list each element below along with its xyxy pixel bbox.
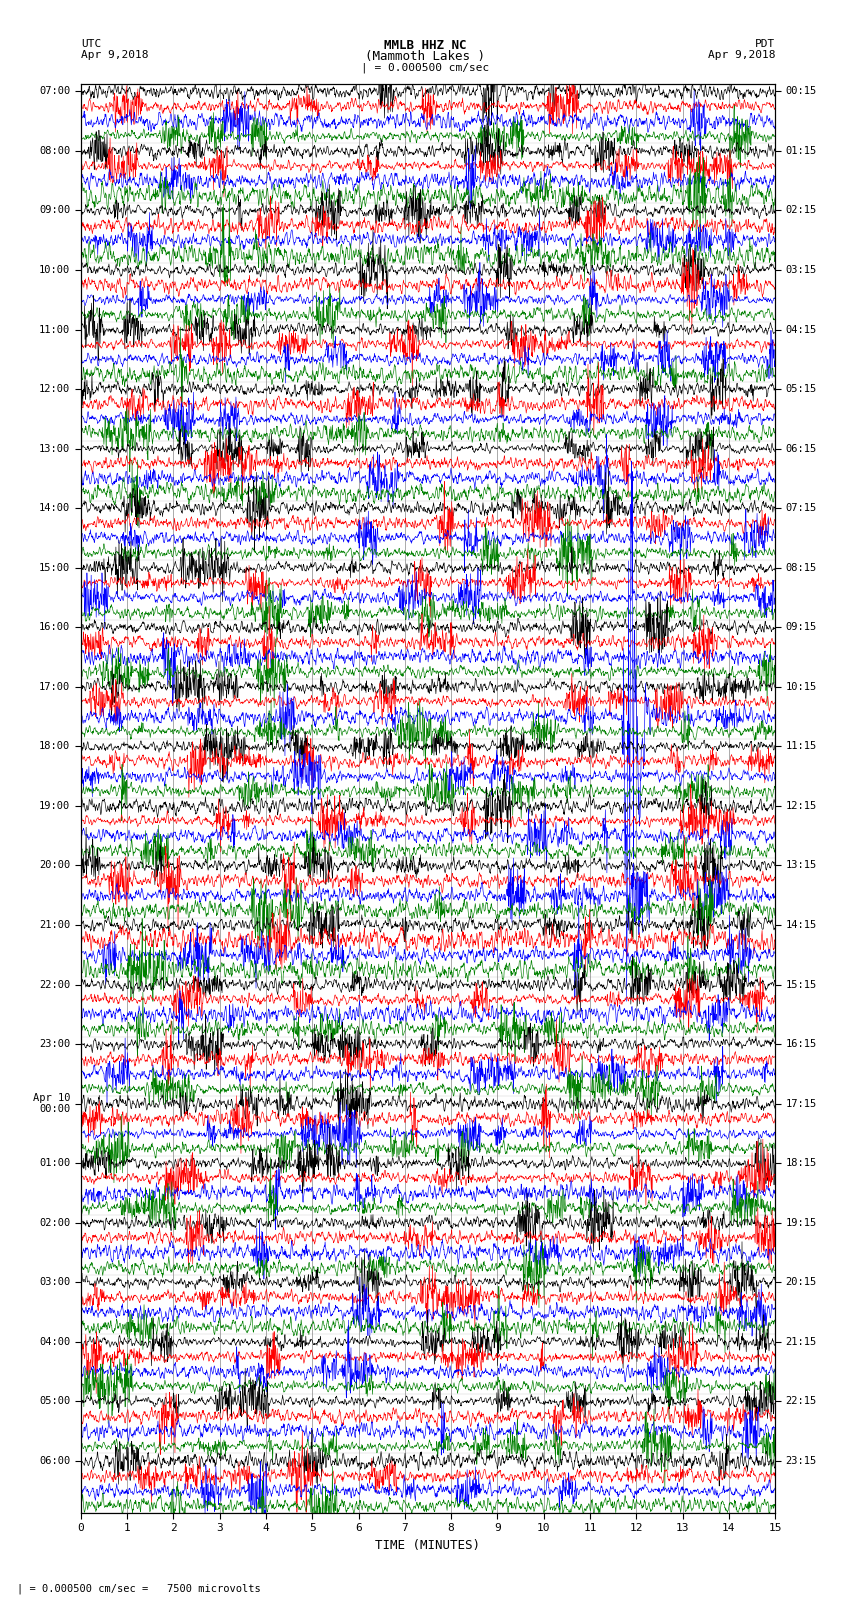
Text: MMLB HHZ NC: MMLB HHZ NC [383,39,467,52]
Text: (Mammoth Lakes ): (Mammoth Lakes ) [365,50,485,63]
X-axis label: TIME (MINUTES): TIME (MINUTES) [376,1539,480,1552]
Text: | = 0.000500 cm/sec =   7500 microvolts: | = 0.000500 cm/sec = 7500 microvolts [17,1582,261,1594]
Text: Apr 9,2018: Apr 9,2018 [708,50,775,60]
Text: Apr 9,2018: Apr 9,2018 [81,50,148,60]
Text: | = 0.000500 cm/sec: | = 0.000500 cm/sec [361,63,489,74]
Text: UTC: UTC [81,39,101,48]
Text: PDT: PDT [755,39,775,48]
